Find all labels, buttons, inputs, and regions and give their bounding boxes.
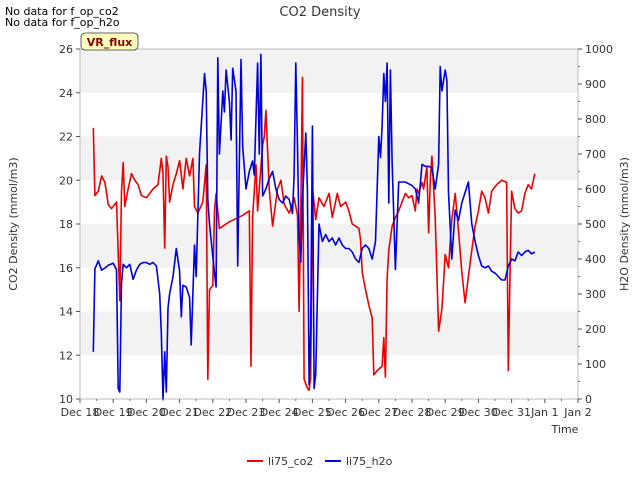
x-tick-label: Dec 29 [426,406,465,419]
legend-label-co2: li75_co2 [268,455,313,468]
x-tick-label: Jan 1 [530,406,558,419]
left-tick-label: 18 [59,218,73,231]
right-tick-label: 900 [585,78,606,91]
x-tick-label: Dec 25 [293,406,332,419]
x-tick-label: Dec 26 [326,406,365,419]
right-tick-label: 600 [585,183,606,196]
vr-flux-badge: VR_flux [80,32,139,51]
x-tick-label: Dec 22 [193,406,232,419]
badge-box [80,32,139,51]
x-axis-label: Time [551,423,579,436]
x-tick-label: Dec 31 [492,406,531,419]
series-line-li75_h2o [92,53,536,400]
right-y-axis-label: H2O Density (mmol/m3) [618,157,631,291]
left-tick-label: 10 [59,393,73,406]
x-tick-label: Dec 28 [393,406,432,419]
band [80,49,578,93]
left-tick-label: 26 [59,43,73,56]
x-tick-label: Dec 19 [94,406,133,419]
no-data-note-h2o: No data for f_op_h2o [5,16,120,29]
right-tick-label: 500 [585,218,606,231]
badge-label: VR_flux [87,36,133,49]
legend-label-h2o: li75_h2o [346,455,393,468]
band [80,136,578,181]
x-tick-label: Jan 2 [563,406,591,419]
series-lines [92,53,536,400]
left-tick-label: 12 [59,349,73,362]
band [80,224,578,268]
background-bands [80,49,578,356]
right-tick-label: 1000 [585,43,613,56]
chart-title: CO2 Density [279,5,360,20]
right-tick-label: 200 [585,323,606,336]
x-tick-label: Dec 30 [459,406,498,419]
band [80,311,578,356]
x-tick-label: Dec 20 [127,406,166,419]
left-y-axis-label: CO2 Density (mmol/m3) [7,157,20,290]
right-tick-label: 300 [585,288,606,301]
left-y-ticks: 10 12 14 16 18 20 22 24 26 [59,43,80,406]
right-tick-label: 800 [585,113,606,126]
legend: li75_co2 li75_h2o [247,455,393,468]
x-tick-label: Dec 24 [260,406,299,419]
left-tick-label: 22 [59,131,73,144]
right-tick-label: 700 [585,148,606,161]
left-tick-label: 16 [59,262,73,275]
x-tick-label: Dec 23 [227,406,266,419]
left-tick-label: 24 [59,87,73,100]
right-tick-label: 100 [585,358,606,371]
left-tick-label: 20 [59,174,73,187]
right-y-ticks: 0 100 200 300 400 500 600 700 800 900 1000 [578,43,613,406]
x-tick-label: Dec 27 [359,406,398,419]
left-tick-label: 14 [59,306,73,319]
right-tick-label: 400 [585,253,606,266]
x-tick-label: Dec 21 [160,406,199,419]
x-tick-label: Dec 18 [61,406,100,419]
right-tick-label: 0 [585,393,592,406]
no-data-note-co2: No data for f_op_co2 [5,5,119,18]
